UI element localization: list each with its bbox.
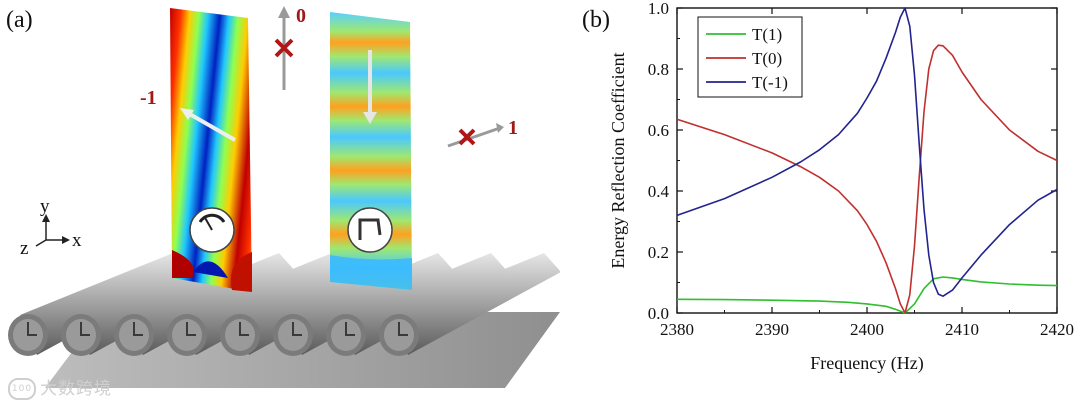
panel-b-label: (b) (582, 7, 610, 33)
watermark-text: 大数跨境 (40, 379, 112, 399)
axis-z-glyph-label: z (20, 238, 28, 259)
arrow-order-minus1 (185, 110, 236, 142)
order-0-label: 0 (296, 5, 306, 27)
y-tick-label: 0.8 (648, 60, 669, 79)
scene-panel: (a) -1 0 1 y z x (6, 5, 560, 388)
order-1-label: 1 (508, 117, 518, 139)
watermark: 100 大数跨境 (8, 374, 112, 400)
panel-a-label: (a) (6, 7, 33, 33)
legend-label: T(0) (752, 49, 782, 68)
legend-label: T(-1) (752, 73, 788, 92)
x-tick-label: 2410 (945, 320, 979, 339)
axis-x-glyph-label: x (72, 230, 82, 251)
watermark-bubble-icon: 100 (8, 378, 36, 400)
legend-label: T(1) (752, 25, 782, 44)
y-tick-label: 0.2 (648, 243, 669, 262)
series-line-T(0) (676, 44, 1058, 314)
order-minus1-label: -1 (140, 87, 157, 109)
field-plane-left (170, 8, 252, 292)
field-plane-right (330, 12, 412, 290)
x-tick-label: 2420 (1040, 320, 1074, 339)
coordinate-axes (35, 214, 70, 247)
x-tick-label: 2390 (755, 320, 789, 339)
series-line-T(-1) (676, 7, 1058, 298)
y-tick-label: 0.6 (648, 121, 669, 140)
rod (379, 253, 560, 356)
order-1-indicator (447, 123, 504, 148)
axis-y-glyph-label: y (40, 196, 50, 217)
x-axis-label: Frequency (Hz) (810, 353, 923, 374)
y-tick-label: 0.0 (648, 304, 669, 323)
x-tick-label: 2380 (660, 320, 694, 339)
reflection-chart: (b) 2380 2390 2400 2410 2420 0.0 0.2 0.4 0.6 0.8 1… (582, 0, 1074, 374)
scatterer-right (347, 207, 393, 253)
y-axis-label: Energy Reflection Coefficient (608, 52, 628, 268)
y-tick-label: 0.4 (648, 182, 670, 201)
order-0-indicator (274, 6, 294, 90)
y-tick-label: 1.0 (648, 0, 669, 18)
chart-root: 2380 2390 2400 2410 2420 0.0 0.2 0.4 0.6 0.8 1.0 Fr… (608, 0, 1074, 374)
rod-array (8, 253, 560, 356)
series-line-T(1) (676, 276, 1058, 314)
x-tick-label: 2400 (850, 320, 884, 339)
legend-box (697, 16, 803, 98)
